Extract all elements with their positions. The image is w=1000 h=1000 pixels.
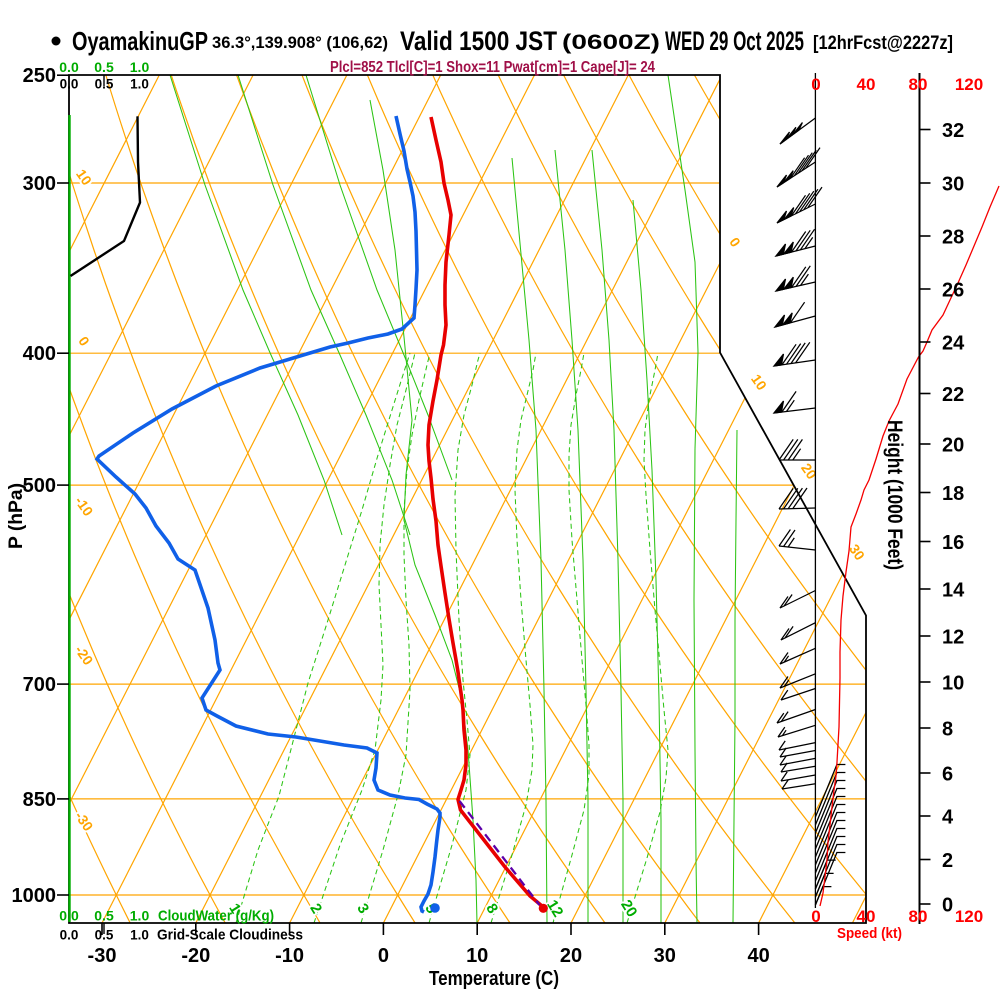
svg-text:0: 0 [378, 945, 389, 967]
svg-text:80: 80 [909, 907, 928, 926]
svg-text:WED 29 Oct 2025: WED 29 Oct 2025 [665, 26, 804, 56]
svg-text:1000: 1000 [12, 885, 57, 907]
svg-text:0: 0 [942, 894, 953, 916]
svg-text:Height (1000 Feet): Height (1000 Feet) [883, 420, 906, 570]
svg-text:OyamakinuGP: OyamakinuGP [72, 26, 208, 56]
svg-text:1.0: 1.0 [130, 59, 150, 75]
svg-text:10: 10 [466, 945, 488, 967]
svg-text:P (hPa): P (hPa) [6, 483, 27, 549]
svg-text:Speed (kt): Speed (kt) [837, 925, 902, 942]
svg-text:Plcl=852 Tlcl[C]=1 Shox=11 Pwa: Plcl=852 Tlcl[C]=1 Shox=11 Pwat[cm]=1 Ca… [330, 59, 655, 76]
svg-text:16: 16 [942, 532, 964, 554]
svg-text:0.0: 0.0 [59, 59, 79, 75]
svg-text:1.0: 1.0 [130, 908, 150, 924]
svg-text:Grid-Scale Cloudiness: Grid-Scale Cloudiness [157, 927, 303, 944]
svg-text:2: 2 [942, 850, 953, 872]
svg-text:30: 30 [654, 945, 676, 967]
svg-text:20: 20 [560, 945, 582, 967]
svg-text:10: 10 [942, 672, 964, 694]
svg-text:40: 40 [747, 945, 769, 967]
svg-text:0: 0 [811, 907, 820, 926]
svg-text:22: 22 [942, 384, 964, 406]
svg-text:250: 250 [23, 65, 56, 87]
svg-text:36.3°,139.908° (106,62): 36.3°,139.908° (106,62) [212, 33, 388, 52]
svg-text:1.0: 1.0 [130, 928, 149, 943]
svg-text:-20: -20 [181, 945, 210, 967]
svg-text:120: 120 [955, 907, 983, 926]
svg-text:0.0: 0.0 [60, 77, 79, 92]
svg-text:Temperature (C): Temperature (C) [429, 968, 559, 990]
svg-text:40: 40 [857, 907, 876, 926]
svg-text:0: 0 [811, 75, 820, 94]
svg-text:14: 14 [942, 579, 965, 601]
svg-text:0.0: 0.0 [60, 928, 79, 943]
svg-text:850: 850 [23, 789, 56, 811]
svg-text:0.0: 0.0 [59, 908, 79, 924]
svg-text:80: 80 [909, 75, 928, 94]
svg-text:4: 4 [942, 806, 954, 828]
svg-text:24: 24 [942, 332, 965, 354]
svg-text:(0600Z): (0600Z) [562, 31, 660, 54]
svg-text:40: 40 [857, 75, 876, 94]
svg-text:120: 120 [955, 75, 983, 94]
svg-text:18: 18 [942, 483, 964, 505]
svg-text:0.5: 0.5 [94, 59, 114, 75]
svg-text:26: 26 [942, 279, 964, 301]
svg-text:400: 400 [23, 343, 56, 365]
svg-text:[12hrFcst@2227z]: [12hrFcst@2227z] [813, 33, 953, 54]
svg-text:30: 30 [942, 173, 964, 195]
svg-text:8: 8 [942, 718, 953, 740]
svg-text:300: 300 [23, 173, 56, 195]
svg-text:0.5: 0.5 [95, 928, 114, 943]
svg-text:-30: -30 [88, 945, 117, 967]
svg-text:20: 20 [942, 434, 964, 456]
svg-text:700: 700 [23, 674, 56, 696]
svg-text:500: 500 [23, 475, 56, 497]
svg-text:1.0: 1.0 [130, 77, 149, 92]
svg-text:0.5: 0.5 [94, 908, 114, 924]
svg-text:32: 32 [942, 120, 964, 142]
svg-text:6: 6 [942, 763, 953, 785]
svg-text:Valid 1500 JST: Valid 1500 JST [400, 26, 557, 56]
svg-text:-10: -10 [275, 945, 304, 967]
svg-text:CloudWater (g/Kg): CloudWater (g/Kg) [158, 908, 274, 925]
svg-text:28: 28 [942, 226, 964, 248]
svg-text:12: 12 [942, 626, 964, 648]
